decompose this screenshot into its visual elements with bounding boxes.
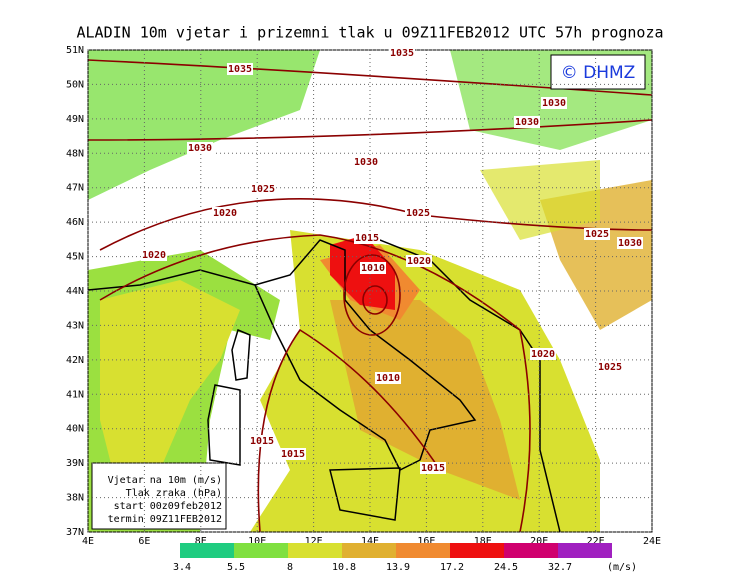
- isobar-label-bg: [584, 228, 610, 240]
- legend-line: termin 09Z11FEB2012: [108, 514, 222, 525]
- colorbar-label: 10.8: [332, 562, 356, 573]
- latitude-label: 38N: [66, 493, 84, 504]
- isobar-label-bg: [280, 448, 306, 460]
- isobar-label: 1030: [618, 238, 642, 249]
- isobar-label: 1025: [406, 208, 430, 219]
- longitude-label: 16E: [417, 536, 435, 547]
- colorbar-segment: [234, 543, 288, 558]
- colorbar-segment: [396, 543, 450, 558]
- isobar-label: 1025: [598, 362, 622, 373]
- isobar-label-bg: [406, 255, 432, 267]
- isobar-label-bg: [353, 156, 379, 168]
- colorbar-segment: [342, 543, 396, 558]
- isobar-label-bg: [375, 372, 401, 384]
- longitude-label: 18E: [474, 536, 492, 547]
- legend-line: Vjetar na 10m (m/s): [108, 475, 222, 486]
- latitude-label: 40N: [66, 424, 84, 435]
- isobar-label: 1020: [142, 250, 166, 261]
- latitude-label: 48N: [66, 148, 84, 159]
- isobar-label: 1010: [376, 373, 400, 384]
- isobar-label-bg: [420, 462, 446, 474]
- isobar-label: 1035: [390, 48, 414, 59]
- longitude-label: 22E: [587, 536, 605, 547]
- longitude-label: 12E: [305, 536, 323, 547]
- isobar-label-bg: [405, 207, 431, 219]
- longitude-label: 10E: [248, 536, 266, 547]
- isobar-label: 1020: [531, 349, 555, 360]
- latitude-label: 37N: [66, 527, 84, 538]
- colorbar-segment: [450, 543, 504, 558]
- isobar-label: 1015: [355, 233, 379, 244]
- colorbar-segment: [288, 543, 342, 558]
- longitude-label: 8E: [195, 536, 207, 547]
- isobar-label-bg: [541, 97, 567, 109]
- isobar-label-bg: [227, 63, 253, 75]
- isobar-label-bg: [141, 249, 167, 261]
- legend-box: [91, 462, 227, 530]
- latitude-label: 41N: [66, 389, 84, 400]
- isobar-label-bg: [530, 348, 556, 360]
- latitude-label: 44N: [66, 286, 84, 297]
- isobar-label: 1015: [421, 463, 445, 474]
- longitude-label: 4E: [82, 536, 94, 547]
- latitude-label: 51N: [66, 45, 84, 56]
- latitude-label: 45N: [66, 252, 84, 263]
- longitude-label: 14E: [361, 536, 379, 547]
- colorbar-segment: [504, 543, 558, 558]
- isobar-label-bg: [354, 232, 380, 244]
- watermark-box: [550, 54, 646, 90]
- isobar-label-bg: [389, 47, 415, 59]
- longitude-label: 6E: [138, 536, 150, 547]
- isobar-label: 1020: [213, 208, 237, 219]
- longitude-label: 24E: [643, 536, 661, 547]
- isobar-label-bg: [360, 262, 386, 274]
- isobar-label: 1030: [354, 157, 378, 168]
- colorbar-label: 3.4: [173, 562, 191, 573]
- isobar-label-bg: [187, 142, 213, 154]
- colorbar-label: 24.5: [494, 562, 518, 573]
- isobar-label: 1015: [281, 449, 305, 460]
- latitude-label: 47N: [66, 183, 84, 194]
- title: ALADIN 10m vjetar i prizemni tlak u 09Z1…: [77, 24, 664, 42]
- colorbar-unit: (m/s): [607, 562, 637, 573]
- isobar-label-bg: [250, 183, 276, 195]
- watermark: © DHMZ: [561, 63, 636, 83]
- colorbar-label: 32.7: [548, 562, 572, 573]
- isobar-label-bg: [617, 237, 643, 249]
- longitude-label: 20E: [530, 536, 548, 547]
- colorbar-label: 5.5: [227, 562, 245, 573]
- isobar-label-bg: [514, 116, 540, 128]
- colorbar-segment: [180, 543, 234, 558]
- isobar-label-bg: [212, 207, 238, 219]
- isobar-label-bg: [597, 361, 623, 373]
- legend-line: Tlak zraka (hPa): [126, 488, 222, 499]
- colorbar-segment: [558, 543, 612, 558]
- latitude-label: 39N: [66, 458, 84, 469]
- isobar-label: 1010: [361, 263, 385, 274]
- latitude-label: 43N: [66, 320, 84, 331]
- colorbar-label: 17.2: [440, 562, 464, 573]
- isobar-label: 1035: [228, 64, 252, 75]
- isobar-label: 1030: [542, 98, 566, 109]
- isobar-label: 1025: [585, 229, 609, 240]
- colorbar-label: 8: [287, 562, 293, 573]
- isobar-label: 1025: [251, 184, 275, 195]
- isobar-label-bg: [249, 435, 275, 447]
- legend-line: start 00z09feb2012: [114, 501, 222, 512]
- latitude-label: 50N: [66, 79, 84, 90]
- latitude-label: 49N: [66, 114, 84, 125]
- latitude-label: 46N: [66, 217, 84, 228]
- colorbar-label: 13.9: [386, 562, 410, 573]
- isobar-label: 1030: [515, 117, 539, 128]
- isobar-label: 1015: [250, 436, 274, 447]
- isobar-label: 1020: [407, 256, 431, 267]
- latitude-label: 42N: [66, 355, 84, 366]
- isobar-label: 1030: [188, 143, 212, 154]
